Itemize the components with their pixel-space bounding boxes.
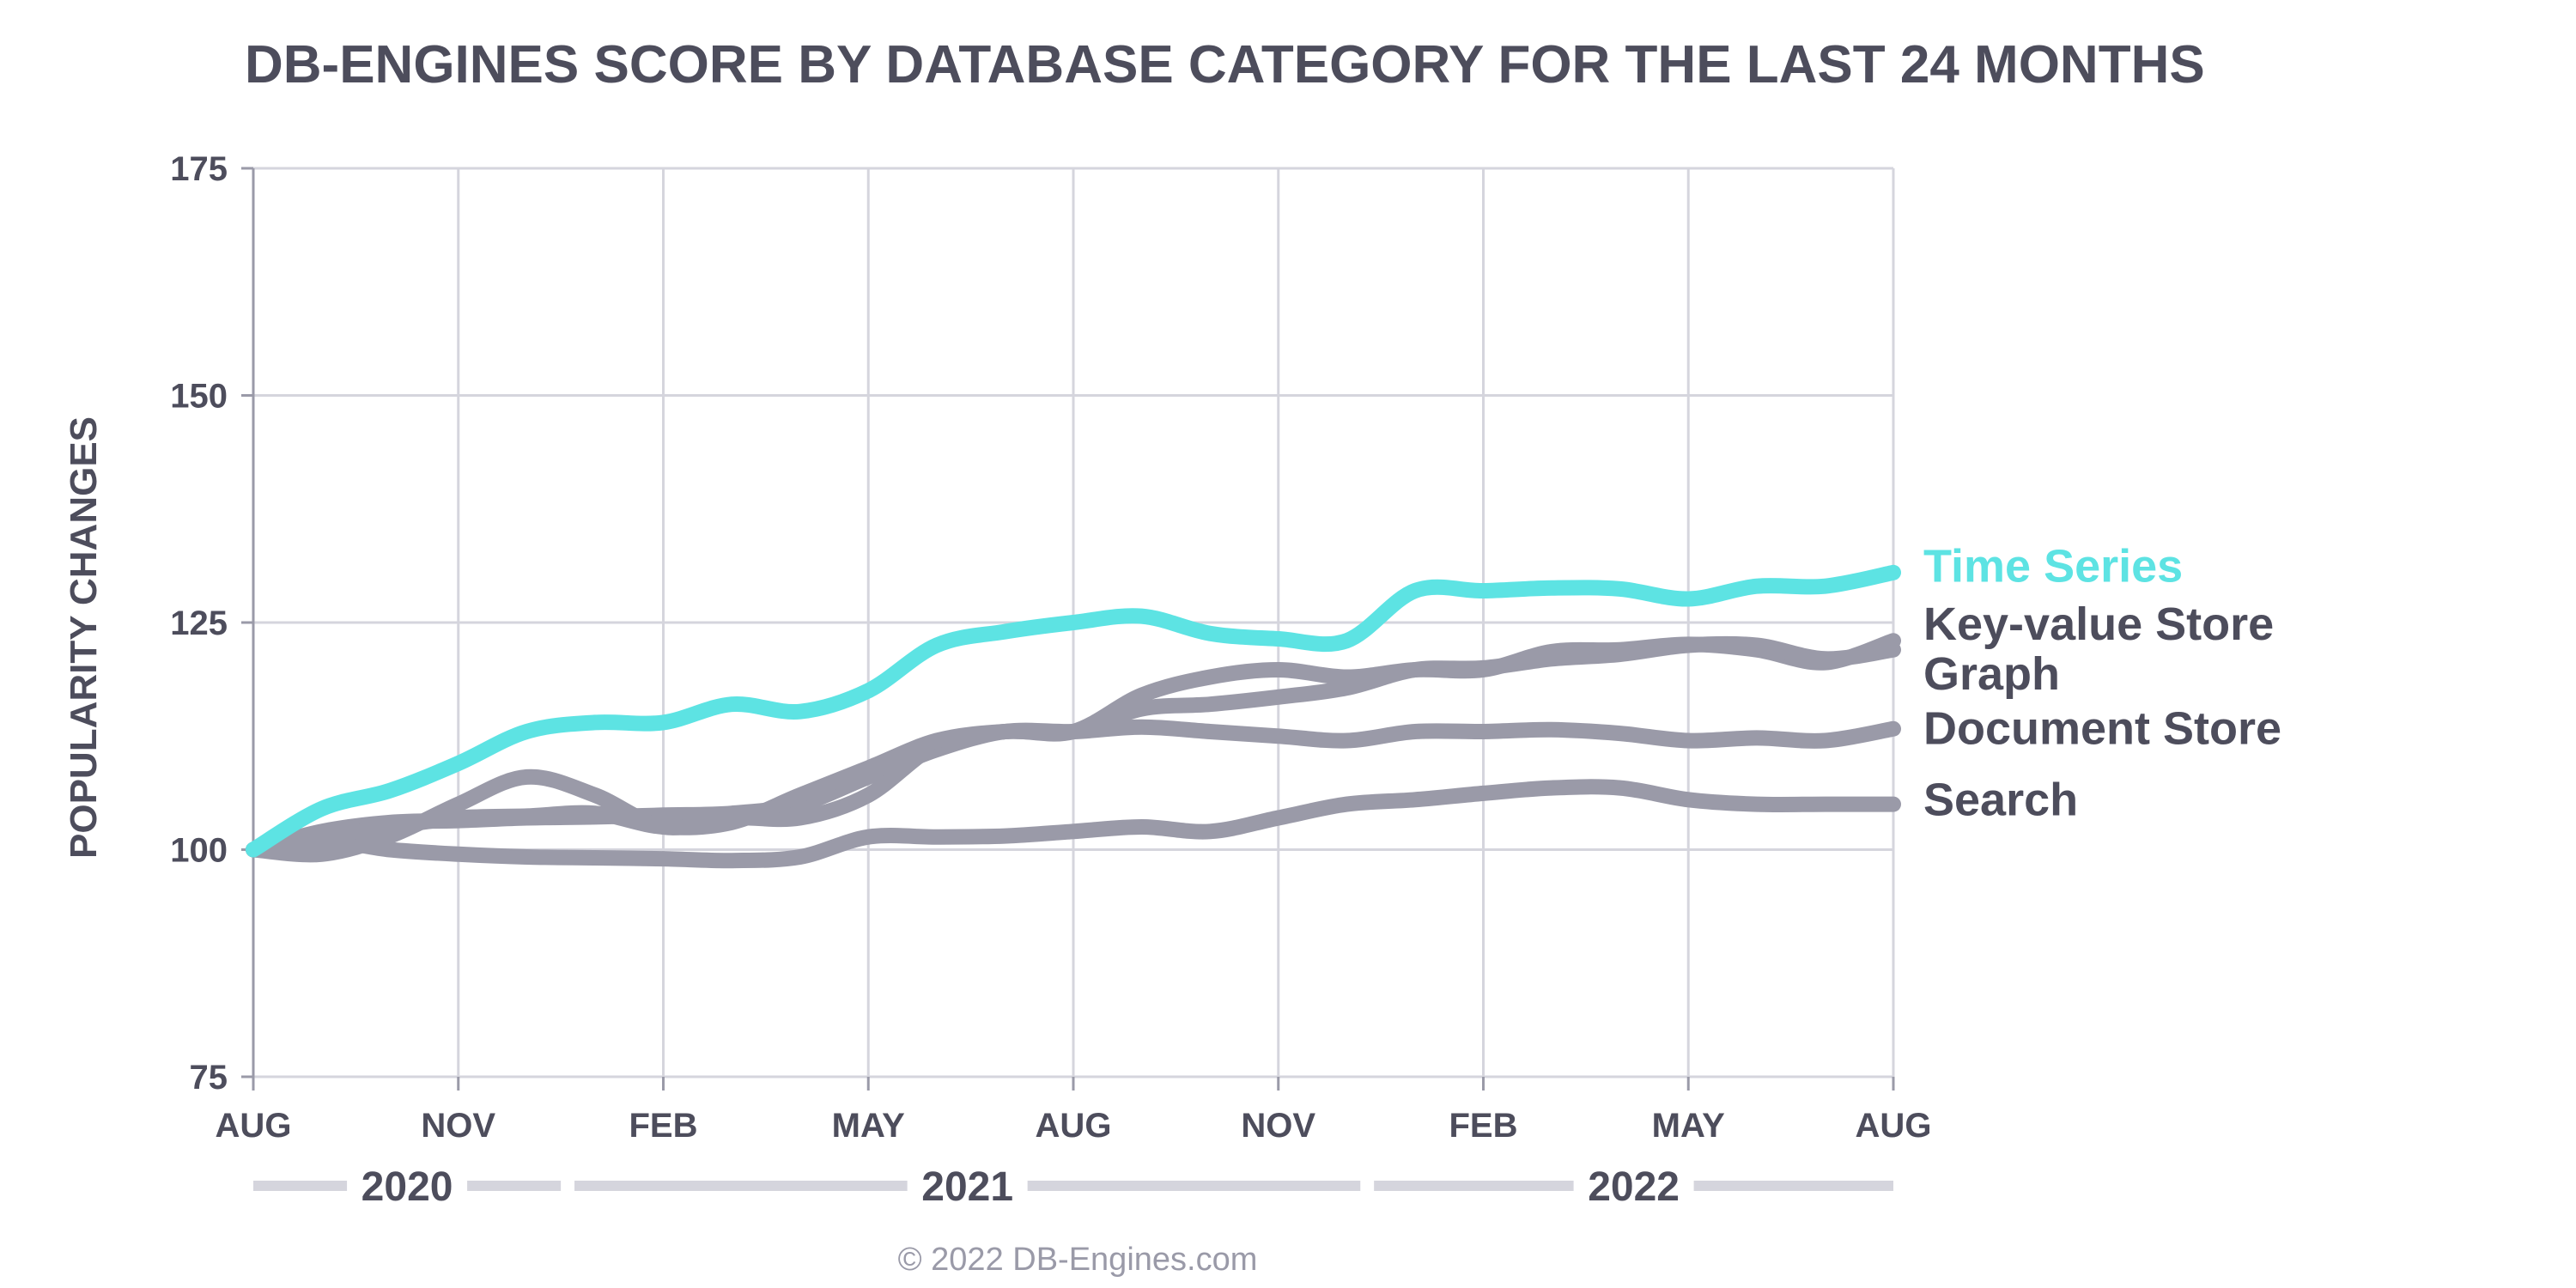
series-lines [246,564,1901,869]
x-tick-label: MAY [1652,1107,1726,1145]
series-line-time-series [246,564,1901,858]
axes: 75 100 125 150 175 AUG NOV FEB MAY AUG NOV FEB MAY AU… [170,150,1931,1145]
x-tick-label: AUG [216,1107,292,1145]
x-tick-label: MAY [832,1107,906,1145]
year-bands: 2020 2021 2022 [253,1164,1893,1210]
x-tick-label: FEB [1449,1107,1518,1145]
chart-title: DB-ENGINES SCORE BY DATABASE CATEGORY FO… [245,35,2205,94]
legend-label-search: Search [1923,774,2078,825]
x-tick-label: FEB [629,1107,698,1145]
legend-label-key-value-store: Key-value Store [1923,598,2274,650]
x-tick-label: AUG [1856,1107,1932,1145]
legend-label-document-store: Document Store [1923,703,2281,755]
x-tick-label: NOV [1241,1107,1315,1145]
year-label: 2022 [1588,1164,1680,1210]
year-label: 2020 [361,1164,453,1210]
legend-label-time-series: Time Series [1923,540,2183,592]
legend: Time Series Key-value StoreGraphDocument … [1923,540,2281,825]
y-tick-label: 125 [170,605,228,642]
y-tick-label: 75 [190,1059,228,1097]
year-label: 2021 [921,1164,1013,1210]
copyright: © 2022 DB-Engines.com [898,1242,1258,1278]
x-tick-label: AUG [1036,1107,1112,1145]
y-tick-label: 175 [170,150,228,188]
legend-label-graph: Graph [1923,648,2060,700]
y-axis-label: POPULARITY CHANGES [63,416,105,859]
x-tick-label: NOV [421,1107,495,1145]
y-tick-label: 100 [170,832,228,870]
y-tick-label: 150 [170,378,228,416]
series-line-search [246,779,1901,869]
series-line-key-value-store [246,635,1901,858]
